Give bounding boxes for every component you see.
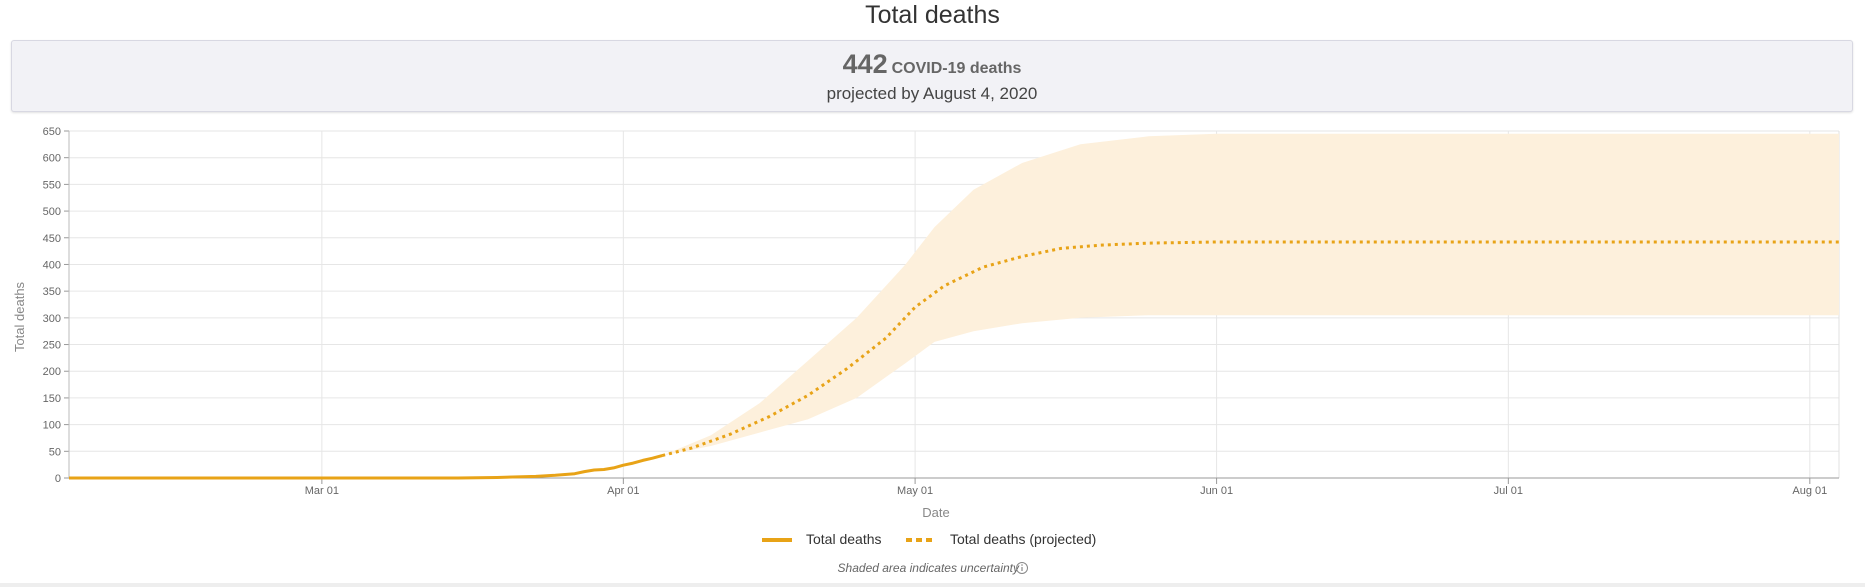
y-tick-label: 50 bbox=[49, 446, 61, 458]
footnote-text: Shaded area indicates uncertainty bbox=[838, 561, 1020, 575]
x-axis: Mar 01 Apr 01 May 01 Jun 01 Jul 01 Aug 01 bbox=[69, 477, 1839, 497]
y-axis-label: Total deaths bbox=[12, 281, 27, 352]
info-icon[interactable] bbox=[1016, 562, 1028, 574]
x-tick-label: Apr 01 bbox=[607, 485, 639, 497]
y-tick-label: 0 bbox=[55, 473, 61, 485]
legend: Total deaths Total deaths (projected) bbox=[762, 531, 1096, 547]
projected-deaths-unit: COVID-19 deaths bbox=[891, 60, 1022, 77]
y-tick-label: 450 bbox=[43, 233, 61, 245]
legend-item-total-deaths[interactable]: Total deaths bbox=[762, 531, 882, 547]
footnote: Shaded area indicates uncertainty bbox=[838, 561, 1028, 575]
summary-headline: 442 COVID-19 deaths bbox=[12, 49, 1852, 84]
uncertainty-band bbox=[662, 133, 1840, 456]
x-tick-label: Aug 01 bbox=[1792, 485, 1827, 497]
y-tick-label: 150 bbox=[43, 393, 61, 405]
y-tick-label: 100 bbox=[43, 420, 61, 432]
projection-date-text: projected by August 4, 2020 bbox=[826, 84, 1038, 103]
legend-label-total-deaths: Total deaths bbox=[806, 531, 882, 547]
y-tick-label: 350 bbox=[43, 286, 61, 298]
y-tick-label: 200 bbox=[43, 366, 61, 378]
y-tick-label: 550 bbox=[43, 179, 61, 191]
projected-deaths-value: 442 bbox=[842, 49, 888, 79]
legend-item-total-deaths-projected[interactable]: Total deaths (projected) bbox=[906, 531, 1096, 547]
x-axis-label: Date bbox=[922, 505, 949, 520]
chart-title: Total deaths bbox=[865, 1, 1000, 29]
x-tick-label: May 01 bbox=[897, 485, 933, 497]
x-tick-label: Mar 01 bbox=[305, 485, 339, 497]
y-tick-label: 300 bbox=[43, 313, 61, 325]
summary-panel: 442 COVID-19 deaths projected by August 4… bbox=[11, 40, 1853, 112]
y-tick-label: 500 bbox=[43, 206, 61, 218]
y-tick-label: 600 bbox=[43, 153, 61, 165]
bottom-divider bbox=[0, 583, 1865, 587]
legend-label-total-deaths-projected: Total deaths (projected) bbox=[950, 531, 1096, 547]
y-tick-label: 250 bbox=[43, 340, 61, 352]
x-tick-label: Jun 01 bbox=[1200, 485, 1233, 497]
x-tick-label: Jul 01 bbox=[1494, 485, 1523, 497]
y-axis: 0 50 100 150 200 250 300 350 400 450 500 550 600 650 bbox=[43, 126, 70, 485]
series-line-total-deaths-projected[interactable] bbox=[661, 240, 1839, 458]
y-tick-label: 650 bbox=[43, 126, 61, 138]
series-line-total-deaths[interactable] bbox=[69, 454, 663, 480]
y-tick-label: 400 bbox=[43, 259, 61, 271]
